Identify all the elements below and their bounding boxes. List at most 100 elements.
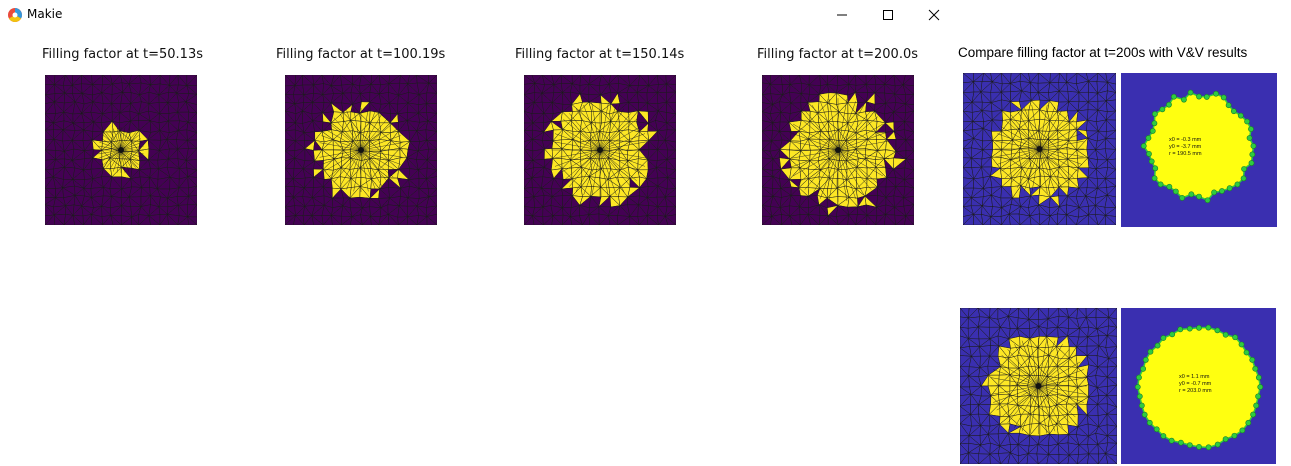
mesh-triangle: [989, 453, 1002, 464]
mesh-radial-edge: [120, 149, 144, 155]
boundary-marker: [1196, 193, 1202, 200]
panel-1-mesh-plot[interactable]: [45, 75, 197, 225]
mesh-radial-edge: [793, 123, 839, 151]
mesh-radial-edge: [804, 149, 839, 190]
vv-bottom-fit-plot[interactable]: x0 = 1.1 mm y0 = -0.7 mm r = 203.0 mm: [1121, 308, 1276, 464]
mesh-triangle: [1067, 454, 1078, 464]
mesh-radial-edge: [1038, 385, 1084, 403]
mesh-radial-edge: [575, 108, 601, 151]
mesh-radial-edge: [558, 149, 601, 175]
mesh-radial-edge: [828, 149, 839, 202]
panel-2-title: Filling factor at t=100.19s: [276, 47, 446, 62]
mesh-radial-edge: [328, 149, 362, 178]
maximize-button[interactable]: [865, 0, 911, 30]
triangular-mesh: [524, 75, 676, 225]
mesh-radial-edge: [120, 149, 126, 173]
mesh-radial-edge: [120, 149, 130, 172]
close-button[interactable]: [911, 0, 957, 30]
comparison-top-mesh[interactable]: [963, 73, 1116, 225]
mesh-radial-edge: [599, 149, 646, 167]
mesh-radial-edge: [1039, 148, 1063, 188]
mesh-radial-edge: [569, 149, 601, 187]
mesh-triangle: [349, 216, 363, 225]
vv-bottom-x0: x0 = 1.1 mm: [1179, 374, 1210, 380]
mesh-radial-edge: [991, 377, 1039, 387]
boundary-marker: [1160, 335, 1167, 341]
boundary-marker: [1186, 325, 1193, 332]
boundary-marker: [1231, 432, 1238, 439]
mesh-triangle: [588, 213, 600, 225]
boundary-marker: [1151, 120, 1158, 127]
mesh-triangle: [1007, 452, 1019, 464]
panel-2-mesh-plot[interactable]: [285, 75, 437, 225]
mesh-triangle: [167, 213, 179, 225]
mesh-radial-edge: [1000, 148, 1040, 172]
boundary-marker: [1250, 411, 1256, 418]
boundary-marker: [1234, 181, 1241, 188]
panel-4-mesh-plot[interactable]: [762, 75, 914, 225]
mesh-radial-edge: [786, 140, 839, 151]
boundary-marker: [1186, 442, 1193, 449]
vv-top-y0: y0 = -3.7 mm: [1169, 144, 1202, 150]
vv-top-fit-plot[interactable]: x0 = -0.3 mm y0 = -3.7 mm r = 190.5 mm: [1121, 73, 1277, 227]
boundary-marker: [1153, 426, 1160, 433]
mesh-radial-edge: [798, 149, 839, 184]
boundary-marker: [1170, 93, 1177, 100]
minimize-button[interactable]: [819, 0, 865, 30]
mesh-triangle: [904, 215, 914, 225]
mesh-radial-edge: [360, 149, 401, 165]
mesh-radial-edge: [1039, 110, 1063, 150]
boundary-marker: [1253, 402, 1260, 409]
boundary-marker: [1148, 158, 1155, 165]
mesh-radial-edge: [1038, 369, 1084, 387]
mesh-radial-edge: [103, 149, 122, 165]
mesh-radial-edge: [1016, 110, 1040, 150]
mesh-radial-edge: [1010, 114, 1040, 150]
mesh-radial-edge: [319, 142, 362, 151]
mesh-triangle: [131, 216, 140, 225]
mesh-radial-edge: [120, 135, 139, 151]
comparison-bottom-mesh[interactable]: [960, 308, 1117, 464]
mesh-radial-edge: [346, 149, 362, 190]
mesh-radial-edge: [583, 104, 601, 151]
mesh-radial-edge: [552, 149, 601, 159]
boundary-marker: [1149, 128, 1156, 134]
mesh-center: [1035, 383, 1042, 389]
window-title: Makie: [27, 7, 63, 21]
boundary-marker: [1147, 348, 1154, 355]
mesh-radial-edge: [996, 385, 1039, 411]
mesh-radial-edge: [120, 149, 136, 168]
mesh-triangle: [629, 215, 640, 225]
mesh-radial-edge: [1039, 148, 1079, 172]
boundary-marker: [1243, 349, 1250, 356]
mesh-radial-edge: [1038, 385, 1086, 395]
mesh-radial-edge: [120, 138, 141, 151]
panel-3-mesh-plot[interactable]: [524, 75, 676, 225]
mesh-radial-edge: [1039, 106, 1055, 150]
mesh-radial-edge: [360, 149, 394, 178]
mesh-radial-edge: [786, 149, 839, 160]
mesh-radial-edge: [99, 149, 122, 159]
boundary-marker: [1152, 111, 1158, 117]
mesh-radial-edge: [1038, 377, 1086, 387]
mesh-radial-edge: [1038, 385, 1063, 428]
mesh-radial-edge: [1039, 141, 1084, 150]
mesh-radial-edge: [109, 130, 122, 151]
panel-3-title: Filling factor at t=150.14s: [515, 47, 685, 62]
mesh-radial-edge: [599, 133, 646, 151]
mesh-radial-edge: [1007, 385, 1039, 424]
mesh-radial-edge: [1014, 344, 1039, 387]
mesh-radial-edge: [101, 149, 122, 162]
mesh-radial-edge: [360, 108, 369, 151]
makie-logo-icon: [8, 8, 22, 22]
mesh-radial-edge: [339, 113, 362, 151]
mesh-triangle: [551, 215, 563, 225]
mesh-radial-edge: [1039, 148, 1055, 192]
mesh-radial-edge: [109, 149, 122, 170]
mesh-radial-edge: [1038, 354, 1076, 387]
mesh-radial-edge: [360, 149, 376, 190]
triangular-mesh: [285, 75, 437, 225]
mesh-triangle: [426, 215, 437, 225]
mesh-radial-edge: [112, 149, 122, 172]
mesh-radial-edge: [1039, 148, 1074, 178]
